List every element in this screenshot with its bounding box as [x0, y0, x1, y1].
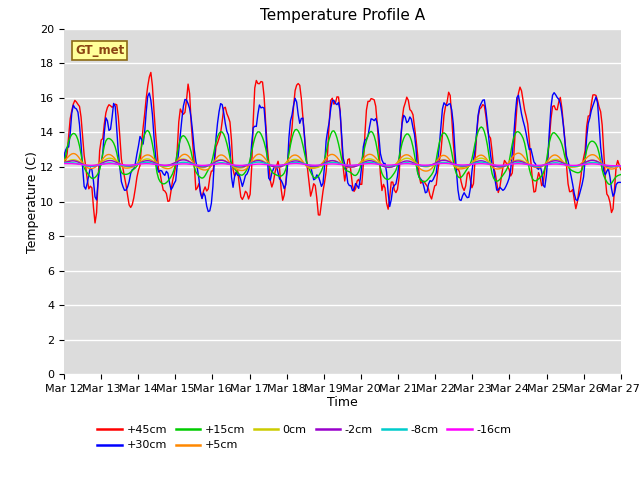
- 0cm: [129, 164, 136, 169]
- +15cm: [226, 155, 234, 160]
- 0cm: [589, 157, 596, 163]
- -16cm: [254, 161, 262, 167]
- +5cm: [254, 151, 262, 157]
- +45cm: [589, 92, 596, 98]
- +45cm: [248, 165, 255, 170]
- -2cm: [246, 161, 254, 167]
- -2cm: [589, 157, 596, 163]
- +5cm: [60, 157, 68, 163]
- Line: +45cm: +45cm: [64, 72, 621, 223]
- -2cm: [305, 163, 313, 168]
- 0cm: [60, 159, 68, 165]
- -16cm: [226, 162, 234, 168]
- +45cm: [307, 193, 314, 199]
- -8cm: [617, 163, 625, 169]
- +15cm: [60, 160, 68, 166]
- +15cm: [129, 168, 136, 173]
- +5cm: [617, 163, 625, 168]
- -2cm: [617, 163, 625, 168]
- -8cm: [303, 162, 311, 168]
- Y-axis label: Temperature (C): Temperature (C): [26, 151, 39, 252]
- -2cm: [60, 159, 68, 165]
- -8cm: [254, 159, 262, 165]
- -8cm: [244, 161, 252, 167]
- 0cm: [477, 155, 485, 161]
- 0cm: [226, 161, 234, 167]
- +15cm: [244, 163, 252, 168]
- -16cm: [244, 162, 252, 168]
- -2cm: [129, 163, 136, 169]
- +30cm: [305, 163, 313, 168]
- +30cm: [589, 103, 596, 108]
- +30cm: [255, 102, 263, 108]
- -2cm: [180, 157, 188, 163]
- Line: -2cm: -2cm: [64, 160, 621, 167]
- +30cm: [617, 180, 625, 185]
- Line: 0cm: 0cm: [64, 158, 621, 168]
- -16cm: [588, 161, 595, 167]
- -2cm: [228, 162, 236, 168]
- +15cm: [303, 162, 311, 168]
- +5cm: [244, 163, 252, 169]
- +5cm: [226, 160, 234, 166]
- +5cm: [303, 164, 311, 170]
- Line: +5cm: +5cm: [64, 153, 621, 171]
- -8cm: [611, 163, 618, 169]
- +30cm: [228, 174, 236, 180]
- +5cm: [422, 168, 429, 174]
- +5cm: [515, 150, 522, 156]
- +30cm: [60, 155, 68, 160]
- 0cm: [305, 164, 313, 169]
- +30cm: [204, 209, 212, 215]
- +30cm: [550, 90, 558, 96]
- -8cm: [477, 159, 485, 165]
- +45cm: [617, 167, 625, 172]
- +45cm: [257, 79, 265, 84]
- Line: -8cm: -8cm: [64, 162, 621, 166]
- Line: +15cm: +15cm: [64, 127, 621, 184]
- Line: -16cm: -16cm: [64, 163, 621, 166]
- 0cm: [255, 157, 263, 163]
- -16cm: [617, 163, 625, 168]
- +15cm: [588, 138, 595, 144]
- Title: Temperature Profile A: Temperature Profile A: [260, 9, 425, 24]
- -16cm: [612, 163, 620, 168]
- 0cm: [236, 165, 243, 171]
- +45cm: [60, 150, 68, 156]
- 0cm: [617, 163, 625, 168]
- +15cm: [254, 129, 262, 135]
- +30cm: [246, 161, 254, 167]
- -2cm: [384, 164, 392, 170]
- +15cm: [477, 124, 485, 130]
- +45cm: [229, 167, 237, 172]
- -2cm: [255, 158, 263, 164]
- -8cm: [226, 161, 234, 167]
- 0cm: [246, 161, 254, 167]
- Line: +30cm: +30cm: [64, 93, 621, 212]
- -16cm: [60, 161, 68, 167]
- Text: GT_met: GT_met: [75, 44, 124, 57]
- +5cm: [129, 164, 136, 170]
- -8cm: [60, 160, 68, 166]
- +30cm: [129, 167, 136, 173]
- Legend: +45cm, +30cm, +15cm, +5cm, 0cm, -2cm, -8cm, -16cm: +45cm, +30cm, +15cm, +5cm, 0cm, -2cm, -8…: [97, 425, 511, 450]
- +5cm: [589, 152, 596, 157]
- +15cm: [606, 181, 614, 187]
- +45cm: [91, 220, 99, 226]
- -16cm: [129, 162, 136, 168]
- -8cm: [588, 159, 595, 165]
- X-axis label: Time: Time: [327, 396, 358, 408]
- +15cm: [617, 172, 625, 178]
- -16cm: [440, 160, 448, 166]
- -16cm: [303, 162, 311, 168]
- +45cm: [130, 195, 138, 201]
- +45cm: [147, 70, 155, 75]
- -8cm: [129, 163, 136, 168]
